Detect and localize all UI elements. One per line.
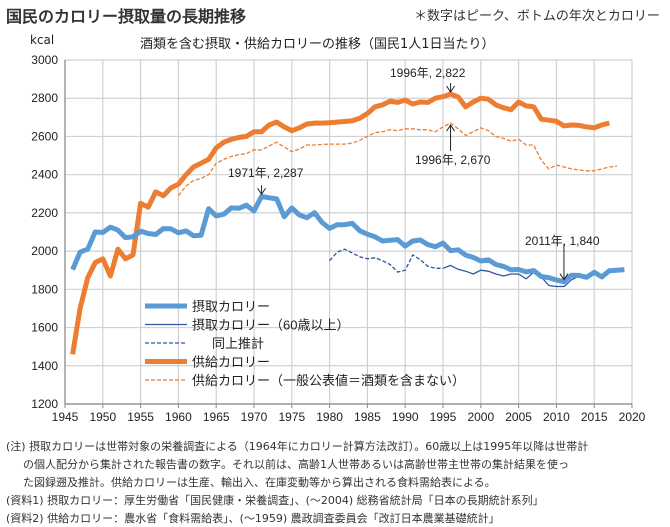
arrow-head [446,85,455,93]
annotation-label: 2011年, 1,840 [525,234,600,248]
legend-label: 同上推計 [212,336,264,351]
x-tick-label: 1975 [278,410,305,424]
y-tick-label: 2400 [31,168,58,182]
y-tick-label: 2600 [31,129,58,143]
arrow-head [446,124,455,132]
x-tick-label: 2020 [619,410,646,424]
x-tick-label: 1995 [430,410,457,424]
series-line-0 [70,193,625,285]
x-tick-label: 1965 [203,410,230,424]
legend-label: 摂取カロリー [192,299,270,314]
y-tick-label: 1400 [31,359,58,373]
page-title: 国民のカロリー摂取量の長期推移 [6,7,247,26]
x-tick-label: 2005 [505,410,532,424]
arrow-head [559,273,569,281]
y-tick-label: 1200 [31,397,58,411]
source-2: (資料2) 供給カロリー：農水省「食料需給表」、(～1959) 農政調査委員会「… [6,512,500,525]
x-tick-label: 1970 [241,410,268,424]
x-tick-label: 2000 [467,410,494,424]
footnote-1: (注) 摂取カロリーは世帯対象の栄養調査による（1964年にカロリー計算方法改訂… [6,440,589,453]
x-tick-label: 1950 [89,410,116,424]
series-line-2 [329,248,443,273]
y-tick-label: 2200 [31,206,58,220]
annotation-label: 1971年, 2,287 [228,166,304,180]
x-tick-label: 1980 [316,410,343,424]
x-tick-label: 2015 [581,410,608,424]
x-tick-label: 1945 [52,410,79,424]
series-line-4 [177,122,617,197]
arrow-head [257,187,266,196]
y-tick-label: 1800 [31,282,58,296]
x-tick-label: 1985 [354,410,381,424]
y-tick-label: 1600 [31,321,58,335]
legend-label: 供給カロリー [192,355,270,370]
x-tick-label: 1960 [165,410,192,424]
legend-label: 摂取カロリー（60歳以上） [192,318,349,333]
annotation-label: 1996年, 2,670 [415,153,491,167]
x-tick-label: 1990 [392,410,419,424]
legend-label: 供給カロリー（一般公表値＝酒類を含まない） [192,373,465,388]
y-tick-label: 3000 [31,53,58,67]
y-tick-label: 2000 [31,244,58,258]
series-line-3 [70,91,610,355]
y-axis-unit: kcal [30,33,55,47]
footnote-3: た図録遡及推計。供給カロリーは生産、輸出入、在庫変動等から算出される食料需給表に… [23,476,496,489]
x-tick-label: 1955 [127,410,154,424]
y-tick-label: 2800 [31,91,58,105]
source-1: (資料1) 摂取カロリー：厚生労働省「国民健康・栄養調査」、(～2004) 総務… [6,494,544,507]
annotation-label: 1996年, 2,822 [390,66,466,80]
footnote-2: の個人配分から集計された報告書の数字。それ以前は、高齢1人世帯あるいは高齢世帯主… [23,458,569,471]
chart-title: 酒類を含む摂取・供給カロリーの推移（国民1人1日当たり） [140,37,495,52]
peak-bottom-note: ＊数字はピーク、ボトムの年次とカロリー [414,9,660,24]
x-tick-label: 2010 [543,410,570,424]
